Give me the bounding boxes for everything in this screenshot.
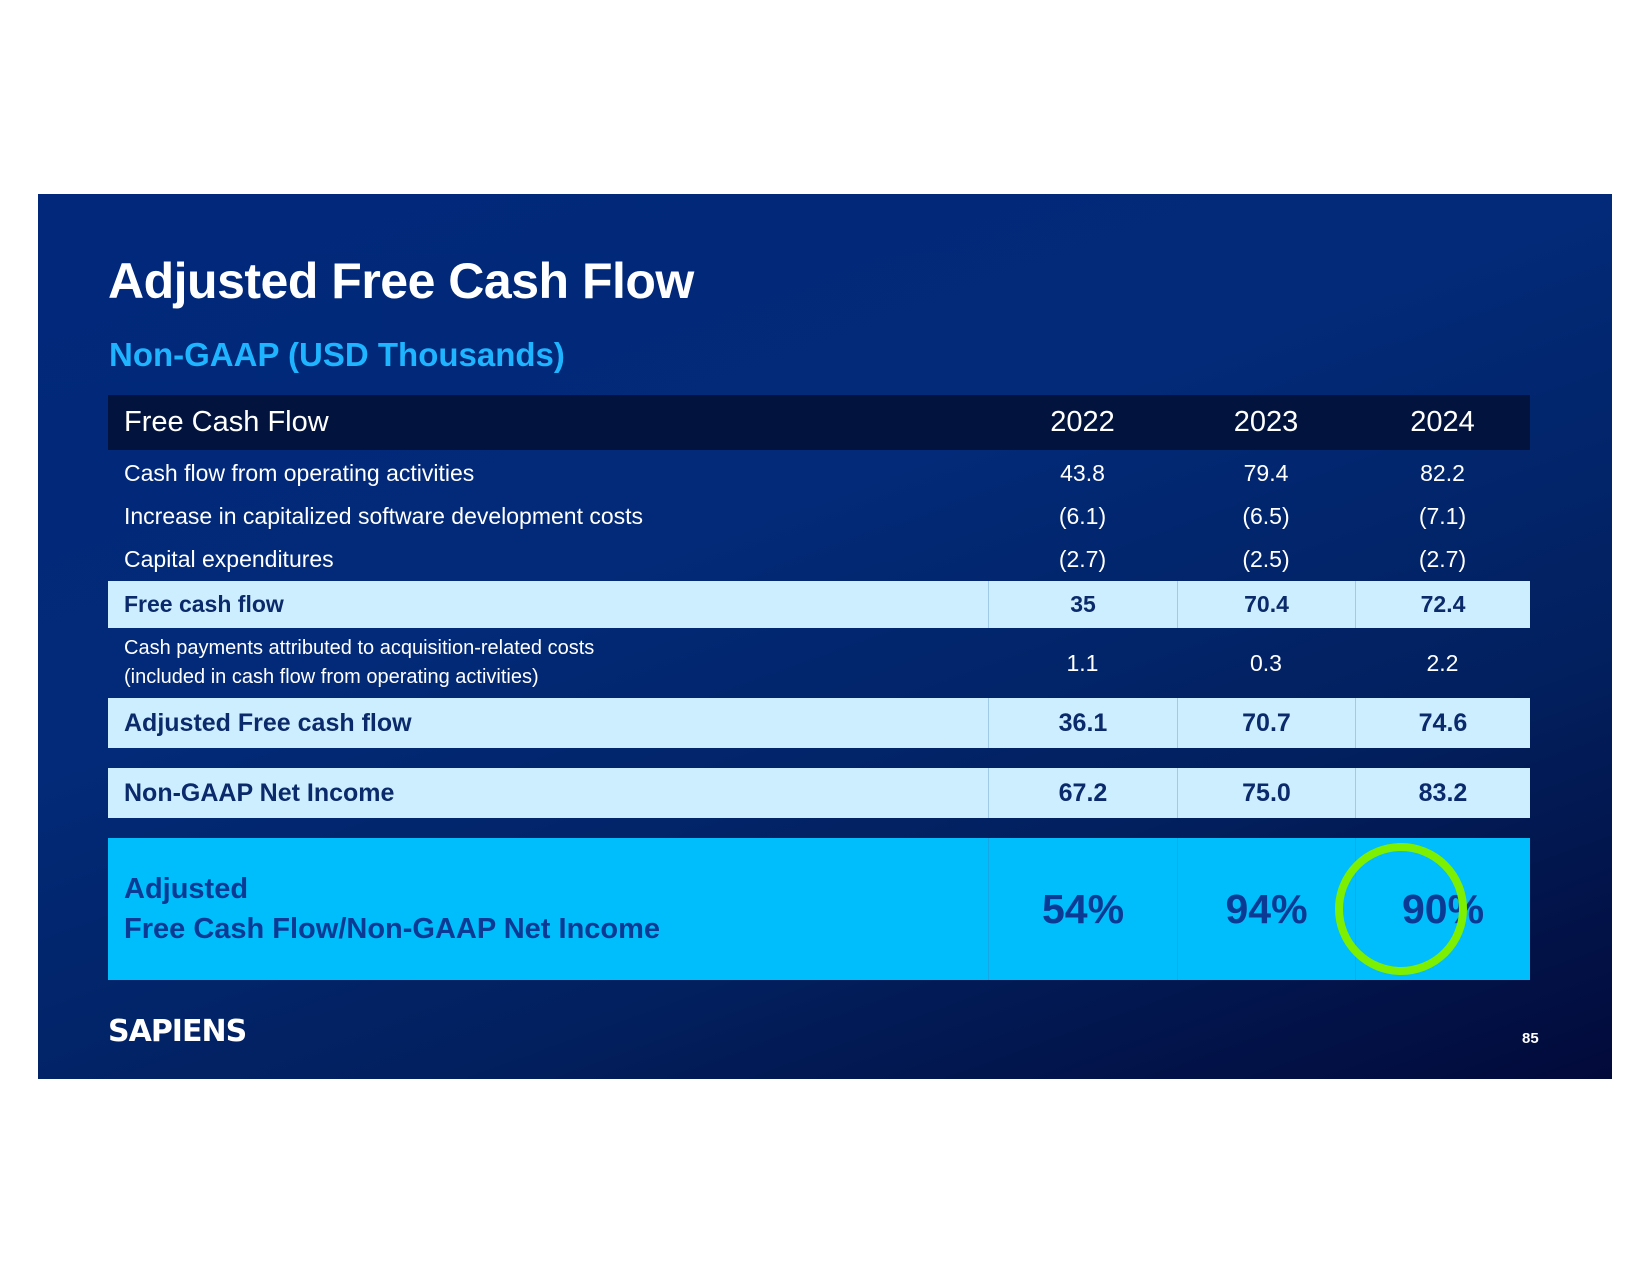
value-2024: 83.2 (1355, 768, 1530, 818)
value-2022: 54% (988, 838, 1177, 980)
value-2022: 36.1 (988, 698, 1177, 748)
table-row-acquisition-costs: Cash payments attributed to acquisition-… (108, 628, 1530, 698)
row-spacer (108, 748, 1530, 768)
header-year-2023: 2023 (1233, 406, 1299, 438)
row-label: Cash payments attributed to acquisition-… (108, 634, 988, 692)
value-2023: 75.0 (1177, 768, 1355, 818)
value-2022: 67.2 (988, 768, 1177, 818)
value-2023: 70.4 (1177, 581, 1355, 628)
header-year-2024: 2024 (1410, 406, 1475, 438)
value-2023: 94% (1177, 838, 1355, 980)
value-2023: (2.5) (1242, 546, 1290, 572)
value-2023: 0.3 (1250, 649, 1282, 676)
slide-title: Adjusted Free Cash Flow (108, 253, 694, 309)
sapiens-logo: SAPIENS (108, 1014, 247, 1049)
table-row-free-cash-flow: Free cash flow 35 70.4 72.4 (108, 581, 1530, 628)
slide-subtitle: Non-GAAP (USD Thousands) (109, 336, 565, 373)
value-2023: (6.5) (1242, 503, 1290, 529)
table-row-capitalized-software: Increase in capitalized software develop… (108, 495, 1530, 538)
row-label: Free cash flow (124, 591, 284, 617)
row-label-line1: Cash payments attributed to acquisition-… (124, 637, 595, 659)
value-2024: (2.7) (1418, 546, 1467, 572)
header-year-2022: 2022 (1050, 406, 1115, 438)
value-2024: (7.1) (1418, 503, 1467, 529)
value-2024: 74.6 (1355, 698, 1530, 748)
value-2024: 72.4 (1355, 581, 1530, 628)
table-row-operating-cash-flow: Cash flow from operating activities 43.8… (108, 452, 1530, 495)
row-label-line2: Free Cash Flow/Non-GAAP Net Income (124, 913, 661, 945)
value-2023: 79.4 (1243, 460, 1289, 486)
table-row-capital-expenditures: Capital expenditures (2.7) (2.5) (2.7) (108, 538, 1530, 581)
table-row-adjusted-free-cash-flow: Adjusted Free cash flow 36.1 70.7 74.6 (108, 698, 1530, 748)
row-label: Non-GAAP Net Income (124, 778, 395, 807)
value-2022: (2.7) (1058, 546, 1107, 572)
value-2022: (6.1) (1058, 503, 1107, 529)
slide: Adjusted Free Cash Flow Non-GAAP (USD Th… (38, 194, 1612, 1079)
row-label: Capital expenditures (124, 546, 334, 572)
table-row-conversion-ratio: Adjusted Free Cash Flow/Non-GAAP Net Inc… (108, 838, 1530, 980)
value-2022: 43.8 (1060, 460, 1105, 486)
value-2022: 1.1 (1066, 649, 1099, 676)
row-label-line1: Adjusted (124, 873, 249, 905)
free-cash-flow-table: Free Cash Flow 2022 2023 2024 Cash flow … (108, 395, 1530, 980)
row-spacer (108, 818, 1530, 838)
row-label: Increase in capitalized software develop… (124, 503, 644, 529)
header-label: Free Cash Flow (124, 406, 329, 438)
highlight-circle (1335, 843, 1467, 975)
row-label: Adjusted Free Cash Flow/Non-GAAP Net Inc… (108, 869, 988, 949)
row-label: Cash flow from operating activities (124, 460, 475, 486)
table-header: Free Cash Flow 2022 2023 2024 (108, 395, 1530, 450)
table-row-non-gaap-net-income: Non-GAAP Net Income 67.2 75.0 83.2 (108, 768, 1530, 818)
row-label-line2: (included in cash flow from operating ac… (124, 666, 539, 688)
value-2024: 82.2 (1420, 460, 1465, 486)
value-2024: 2.2 (1426, 649, 1459, 676)
value-2022: 35 (988, 581, 1177, 628)
row-label: Adjusted Free cash flow (124, 708, 412, 737)
page-number: 85 (1522, 1030, 1539, 1047)
value-2023: 70.7 (1177, 698, 1355, 748)
